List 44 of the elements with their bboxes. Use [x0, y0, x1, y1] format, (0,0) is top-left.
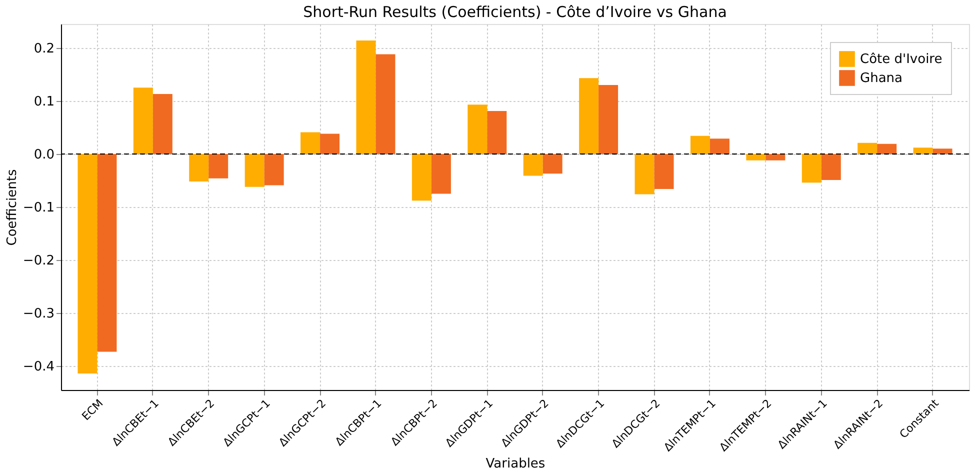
y-axis-title: Coefficients — [4, 169, 20, 246]
bar — [97, 154, 117, 352]
bar — [654, 154, 674, 189]
y-tick-label: −0.2 — [22, 254, 54, 269]
bar — [579, 78, 599, 154]
bar — [802, 154, 822, 183]
bar — [431, 154, 451, 194]
bar — [598, 85, 618, 154]
bar — [821, 154, 841, 180]
bar — [376, 54, 396, 154]
bar — [300, 132, 320, 154]
bar — [412, 154, 432, 201]
bar — [356, 40, 376, 154]
bar — [913, 148, 933, 154]
bar — [133, 88, 153, 154]
y-tick-label: 0.0 — [34, 147, 54, 162]
bar — [320, 134, 340, 154]
legend-label: Côte d'Ivoire — [860, 52, 942, 67]
bar — [877, 144, 897, 154]
bar — [858, 142, 878, 154]
y-tick-label: −0.3 — [22, 306, 54, 322]
y-tick-label: 0.1 — [34, 94, 54, 110]
legend-label: Ghana — [860, 71, 902, 86]
bar — [189, 154, 209, 182]
bar — [264, 154, 284, 186]
x-axis-title: Variables — [486, 456, 546, 472]
bar — [634, 154, 654, 194]
bar — [542, 154, 562, 174]
bar — [523, 154, 543, 176]
bar — [487, 110, 507, 154]
y-tick-label: −0.1 — [22, 200, 54, 216]
y-tick-label: 0.2 — [34, 41, 54, 56]
bar — [690, 136, 710, 154]
bar — [766, 154, 786, 160]
bar — [208, 154, 228, 178]
bar — [244, 154, 264, 187]
bar — [932, 148, 952, 154]
bar — [468, 104, 488, 154]
bar — [152, 94, 172, 154]
chart-title: Short-Run Results (Coefficients) - Côte d’Ivoire vs Ghana — [303, 3, 727, 21]
bar — [710, 138, 730, 154]
bar — [78, 154, 98, 374]
y-tick-label: −0.4 — [22, 360, 54, 375]
bar — [746, 154, 766, 160]
